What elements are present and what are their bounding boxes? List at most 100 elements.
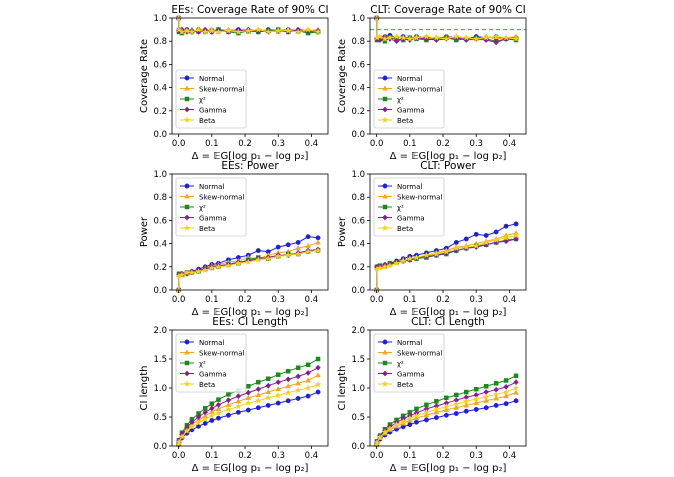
data-point (513, 379, 519, 386)
data-point (473, 399, 480, 406)
x-axis-label: Δ = 𝔼G[log p₁ − log p₂] (390, 307, 507, 318)
data-point (304, 26, 312, 33)
data-point (406, 414, 414, 421)
data-point (443, 35, 450, 42)
series-gamma (373, 15, 519, 46)
x-tick-label: 0.1 (205, 451, 219, 461)
data-point (188, 28, 196, 35)
data-point (255, 386, 262, 393)
data-point (502, 388, 510, 395)
data-point (235, 403, 242, 410)
x-tick-label: 0.3 (271, 139, 285, 149)
legend-label: Normal (397, 183, 422, 191)
y-tick-label: 1.5 (351, 355, 365, 365)
legend-label: Beta (199, 225, 215, 233)
axes-frame (369, 173, 527, 291)
legend: Normal Skew-normal χ² Gamma Beta (175, 177, 247, 237)
y-tick-label: 0.4 (153, 240, 167, 250)
data-point (482, 393, 490, 400)
data-point (452, 244, 460, 252)
data-point (175, 26, 183, 33)
legend-box (175, 177, 247, 237)
data-point (423, 412, 430, 418)
legend-marker (184, 193, 190, 199)
x-tick-label: 0.4 (305, 295, 319, 305)
x-tick-label: 0.3 (271, 295, 285, 305)
data-point (254, 397, 262, 404)
data-point (305, 234, 311, 240)
y-tick-label: 0.4 (351, 84, 365, 94)
legend: Normal Skew-normal χ² Gamma Beta (373, 69, 445, 129)
data-point (254, 256, 262, 263)
data-point (285, 242, 291, 248)
data-point (453, 404, 460, 410)
data-point (423, 408, 430, 416)
data-point (209, 418, 215, 423)
axes-frame (171, 17, 329, 135)
data-point (472, 395, 480, 402)
data-point (225, 262, 232, 269)
data-point (423, 251, 430, 259)
data-point (215, 409, 222, 416)
data-point (225, 412, 231, 418)
data-point (512, 35, 520, 42)
chart-panel-3: EEs: Power 0.0 0.1 0.2 0.3 0.4 0.0 0.2 0.4 0.6 0.8… (139, 160, 329, 318)
data-point (452, 33, 460, 40)
legend-marker (183, 224, 191, 231)
series-beta (373, 14, 520, 42)
y-axis-label: CI length (139, 366, 150, 411)
data-point (255, 405, 261, 411)
y-tick-label: 0.0 (153, 286, 167, 296)
data-point (245, 389, 252, 396)
y-tick-label: 0.6 (153, 216, 167, 226)
legend-marker (382, 339, 388, 345)
data-point (235, 393, 242, 400)
legend-label: Beta (199, 117, 215, 125)
data-point (386, 425, 394, 432)
x-tick-label: 0.0 (172, 295, 186, 305)
legend-marker (382, 96, 388, 102)
data-point (285, 376, 291, 383)
data-point (266, 376, 271, 381)
data-point (202, 409, 208, 416)
y-axis-label: CI length (337, 366, 348, 411)
data-point (285, 398, 291, 404)
axes-frame (369, 17, 527, 135)
data-point (195, 26, 202, 33)
y-tick-label: 1.0 (153, 384, 167, 394)
data-point (264, 255, 272, 262)
x-tick-label: 0.2 (436, 139, 450, 149)
data-point (452, 400, 460, 408)
data-point (225, 405, 232, 413)
data-point (215, 263, 222, 270)
data-point (305, 369, 311, 376)
series-skew-normal (175, 239, 321, 293)
data-point (381, 428, 389, 435)
data-point (245, 407, 251, 413)
y-tick-label: 0.0 (153, 130, 167, 140)
data-point (201, 28, 209, 35)
chart-title: EEs: CI Length (212, 316, 288, 328)
chart-panel-2: CLT: Coverage Rate of 90% CI 0.0 0.1 0.2 0.3… (337, 4, 527, 162)
legend-marker (184, 214, 190, 221)
legend-marker (382, 349, 388, 355)
data-point (473, 407, 479, 412)
y-tick-label: 0.2 (351, 263, 365, 273)
data-point (235, 409, 241, 415)
legend: Normal Skew-normal χ² Gamma Beta (175, 69, 247, 129)
data-point (304, 248, 312, 255)
data-point (275, 379, 281, 386)
x-tick-label: 0.2 (238, 295, 252, 305)
legend-box (373, 333, 445, 393)
data-point (376, 33, 384, 40)
legend-label: χ² (199, 204, 206, 212)
x-axis-label: Δ = 𝔼G[log p₁ − log p₂] (192, 307, 309, 318)
legend-label: Skew-normal (397, 193, 442, 201)
y-tick-label: 1.0 (153, 14, 167, 24)
data-point (386, 34, 394, 41)
data-point (433, 409, 440, 415)
x-axis-label: Δ = 𝔼G[log p₁ − log p₂] (192, 463, 309, 474)
data-point (295, 380, 301, 386)
x-tick-label: 0.2 (238, 139, 252, 149)
y-tick-label: 0.8 (351, 37, 365, 47)
